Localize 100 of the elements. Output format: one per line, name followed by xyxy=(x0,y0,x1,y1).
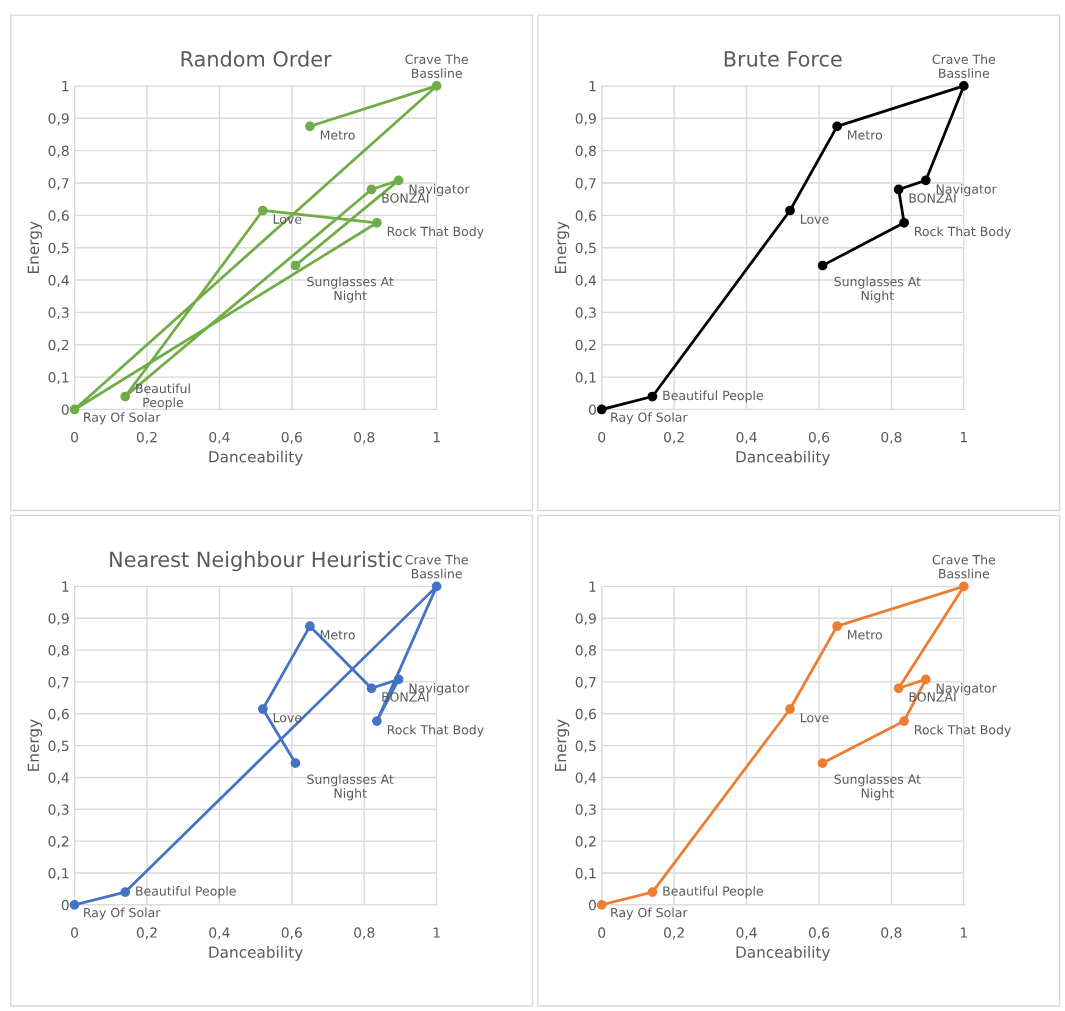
y-tick-label: 0,8 xyxy=(575,145,596,158)
y-tick-label: 0,2 xyxy=(575,339,596,352)
y-tick-label: 0,1 xyxy=(575,372,596,384)
annotation: Metro xyxy=(848,130,883,140)
annotation: Metro xyxy=(848,630,883,640)
point xyxy=(366,683,377,694)
y-tick-label: 0,5 xyxy=(575,242,596,255)
x-tick-label: 1 xyxy=(433,927,440,938)
y-tick-label: 0,9 xyxy=(575,113,596,126)
annotation: Beautiful People xyxy=(136,383,190,410)
point xyxy=(257,704,268,714)
annotation: Love xyxy=(800,214,829,224)
annotation: Crave The Bassline xyxy=(405,54,468,78)
annotation: Metro xyxy=(320,130,355,140)
x-tick-label: 1 xyxy=(960,927,967,938)
y-tick-label: 0,3 xyxy=(575,804,596,817)
point xyxy=(431,81,442,91)
annotation: Metro xyxy=(320,630,355,640)
y-tick-label: 0,6 xyxy=(48,708,69,721)
x-tick-label: 0,2 xyxy=(136,927,157,940)
y-tick-label: 0,6 xyxy=(575,708,596,721)
y-tick-label: 1 xyxy=(62,581,69,592)
y-tick-label: 0,9 xyxy=(575,613,596,626)
x-tick-label: 0,8 xyxy=(354,431,375,444)
y-tick-label: 0 xyxy=(588,899,596,911)
point xyxy=(393,175,404,186)
point xyxy=(920,175,931,186)
y-tick-label: 1 xyxy=(589,81,596,92)
point xyxy=(290,260,301,271)
point xyxy=(431,581,442,592)
y-tick-label: 0,7 xyxy=(575,177,596,190)
annotation: Crave The Bassline xyxy=(932,54,996,78)
y-tick-label: 0,4 xyxy=(575,772,597,785)
x-tick-label: 0,4 xyxy=(736,927,757,940)
x-tick-label: 0,8 xyxy=(354,927,375,940)
y-tick-label: 1 xyxy=(62,81,69,92)
point xyxy=(69,404,80,415)
y-tick-label: 0,3 xyxy=(575,307,596,320)
y-tick-label: 0 xyxy=(61,899,69,911)
x-tick-label: 0,6 xyxy=(281,431,302,444)
annotation: Crave The Bassline xyxy=(932,554,996,579)
point xyxy=(785,704,795,714)
x-axis-title: Danceability xyxy=(736,450,831,466)
annotation: Rock That Body xyxy=(915,724,1011,737)
point xyxy=(290,758,301,768)
y-axis-title: Energy xyxy=(27,719,43,771)
annotation: Crave The Bassline xyxy=(405,554,468,579)
annotation: Ray Of Solar xyxy=(611,907,688,920)
y-tick-label: 0,1 xyxy=(575,867,596,880)
point xyxy=(257,205,268,216)
x-tick-label: 0 xyxy=(598,927,606,938)
y-axis-title: Energy xyxy=(27,221,43,273)
chart-title: Random Order xyxy=(181,50,332,67)
annotation: Love xyxy=(273,713,302,723)
x-axis-title: Danceability xyxy=(736,946,831,961)
y-tick-label: 0,6 xyxy=(48,210,69,223)
point xyxy=(817,260,828,271)
annotation: Sunglasses At Night xyxy=(834,774,921,801)
x-tick-label: 0,6 xyxy=(808,431,830,444)
y-tick-label: 0,6 xyxy=(575,210,596,223)
point xyxy=(120,391,131,402)
y-tick-label: 0 xyxy=(588,404,596,415)
y-tick-label: 0,2 xyxy=(575,836,596,849)
y-tick-label: 0,8 xyxy=(48,145,69,158)
point xyxy=(958,581,969,592)
x-tick-label: 0 xyxy=(71,431,79,443)
point xyxy=(372,716,382,726)
annotation: Sunglasses At Night xyxy=(307,774,394,801)
point xyxy=(366,184,377,195)
y-axis-title: Energy xyxy=(554,221,570,273)
x-axis-title: Danceability xyxy=(209,946,303,961)
y-tick-label: 0 xyxy=(61,404,69,415)
point xyxy=(647,391,658,402)
point xyxy=(899,217,909,228)
x-tick-label: 0,4 xyxy=(736,431,757,444)
point xyxy=(372,217,382,228)
point xyxy=(596,899,607,910)
annotation: Sunglasses At Night xyxy=(834,276,921,303)
point xyxy=(69,899,80,910)
y-tick-label: 0,2 xyxy=(48,836,69,849)
annotation: Ray Of Solar xyxy=(611,412,688,425)
y-tick-label: 0,8 xyxy=(575,645,596,657)
x-tick-label: 1 xyxy=(433,432,440,443)
y-tick-label: 1 xyxy=(589,581,596,592)
point xyxy=(958,81,969,91)
x-tick-label: 0,4 xyxy=(209,431,230,444)
y-tick-label: 0,1 xyxy=(48,867,69,880)
x-tick-label: 0,8 xyxy=(881,927,902,940)
point xyxy=(893,683,904,694)
annotation: Rock That Body xyxy=(387,226,484,239)
annotation: Ray Of Solar xyxy=(84,907,161,920)
x-tick-label: 1 xyxy=(960,432,967,443)
point xyxy=(893,184,904,195)
x-tick-label: 0,2 xyxy=(664,431,684,444)
y-tick-label: 0,1 xyxy=(48,372,69,384)
y-tick-label: 0,7 xyxy=(575,676,596,689)
x-tick-label: 0 xyxy=(71,927,79,938)
y-tick-label: 0,9 xyxy=(48,113,69,126)
y-tick-label: 0,8 xyxy=(48,645,69,657)
chart-title: Brute Force xyxy=(724,51,842,67)
